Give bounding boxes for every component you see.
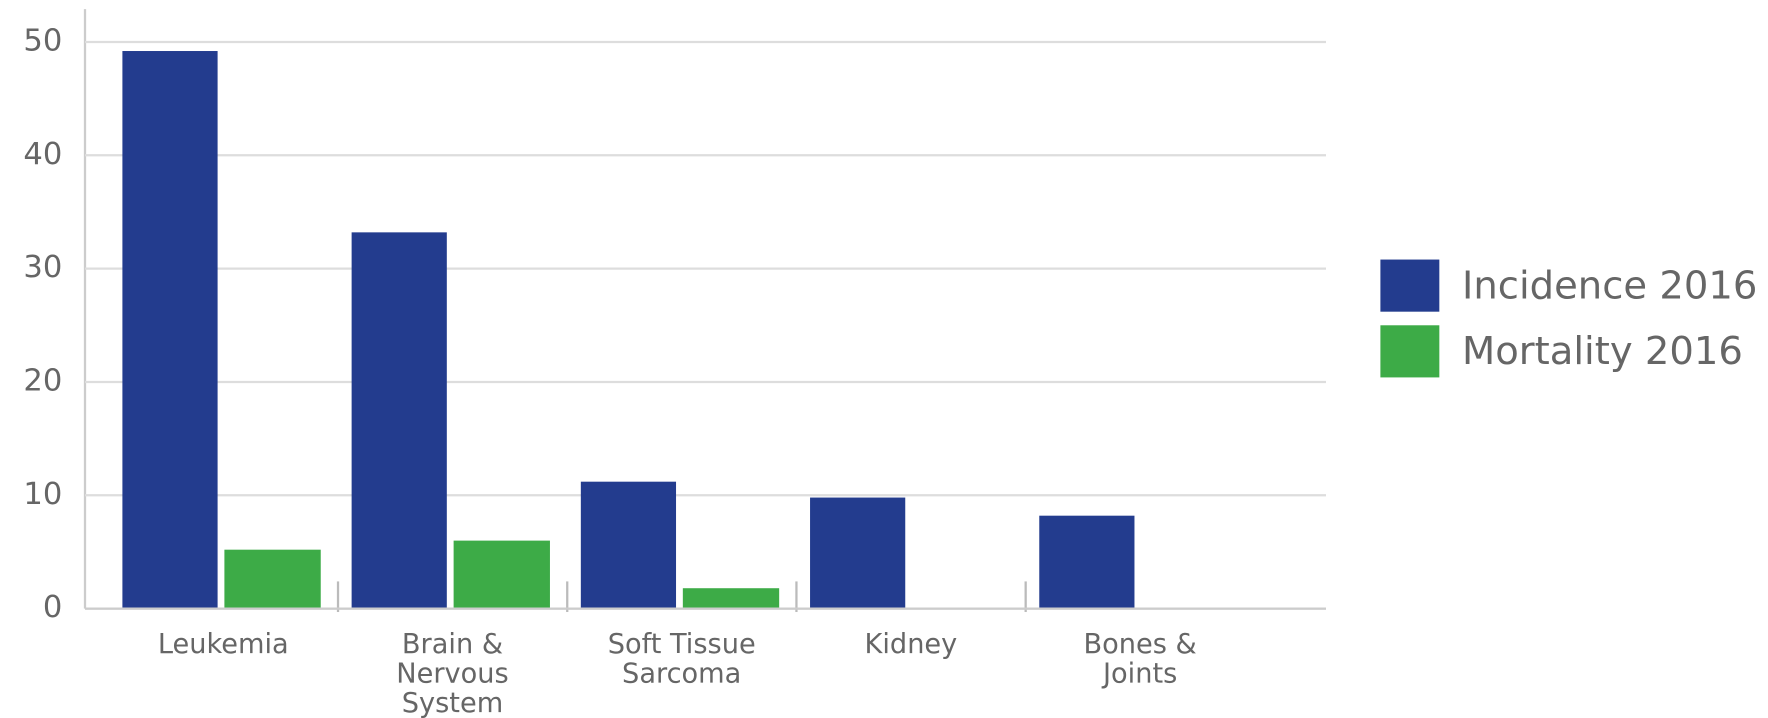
y-tick-label: 0 [43, 590, 62, 625]
y-tick-label: 40 [23, 137, 62, 172]
x-tick-label: Kidney [864, 629, 958, 660]
x-tick-label-box: Bones & Joints [1083, 629, 1197, 690]
bar [224, 549, 321, 609]
bar [1039, 515, 1135, 609]
bar [682, 588, 780, 609]
legend-label: Incidence 2016 [1462, 263, 1757, 308]
y-tick-label: 20 [23, 363, 62, 398]
bar [810, 497, 906, 609]
y-tick-label: 30 [23, 250, 62, 285]
x-tick-label-box: Soft Tissue Sarcoma [607, 629, 756, 690]
x-tick-label-box: Kidney [864, 629, 958, 660]
bar [580, 481, 677, 609]
legend-swatch [1380, 325, 1440, 378]
x-tick-label-box: Leukemia [157, 629, 289, 660]
x-tick-label-box: Brain & Nervous System [396, 629, 509, 718]
legend-label: Mortality 2016 [1462, 329, 1743, 374]
x-tick-label: Bones & Joints [1083, 629, 1197, 690]
x-tick-label: Soft Tissue Sarcoma [607, 629, 756, 690]
x-tick-label: Leukemia [157, 629, 289, 660]
x-tick-label: Brain & Nervous System [396, 629, 509, 718]
bar [453, 540, 550, 609]
y-tick-label: 10 [23, 477, 62, 512]
bar [351, 232, 447, 609]
bar [122, 51, 218, 609]
legend-swatch [1380, 259, 1440, 312]
y-tick-label: 50 [23, 23, 62, 58]
